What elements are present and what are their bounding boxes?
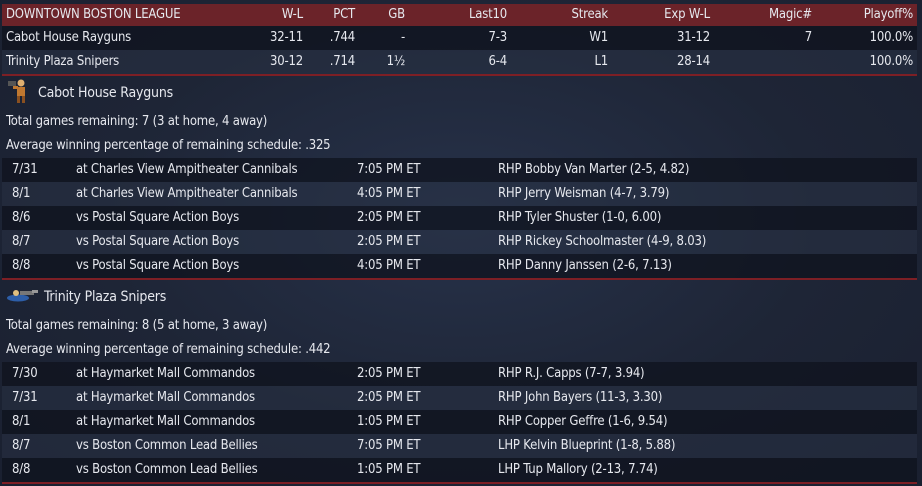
- col-pct[interactable]: PCT: [333, 7, 355, 22]
- avg-winning-pct: Average winning percentage of remaining …: [6, 138, 331, 153]
- col-playoff[interactable]: Playoff%: [863, 7, 913, 22]
- col-wl[interactable]: W-L: [281, 7, 303, 22]
- standings-playoff: 100.0%: [869, 30, 914, 45]
- game-date: 8/1: [12, 186, 31, 201]
- game-date: 7/31: [12, 162, 38, 177]
- team-name[interactable]: Trinity Plaza Snipers: [6, 54, 120, 69]
- game-date: 8/6: [12, 210, 31, 225]
- game-opponent[interactable]: at Charles View Ampitheater Cannibals: [76, 162, 298, 177]
- separator: [2, 278, 917, 280]
- league-title: DOWNTOWN BOSTON LEAGUE: [6, 7, 181, 22]
- game-time: 2:05 PM ET: [357, 390, 421, 405]
- game-date: 7/30: [12, 366, 38, 381]
- standings-expwl: 28-14: [677, 54, 710, 69]
- schedule-row[interactable]: 8/1 at Haymarket Mall Commandos 1:05 PM …: [2, 410, 917, 434]
- probable-pitcher[interactable]: RHP Copper Geffre (1-6, 9.54): [498, 414, 668, 429]
- game-time: 2:05 PM ET: [357, 366, 421, 381]
- standings-gb: 1½: [386, 54, 406, 69]
- col-expwl[interactable]: Exp W-L: [664, 7, 710, 22]
- team-section-header: Trinity Plaza Snipers: [6, 284, 166, 310]
- game-opponent[interactable]: vs Boston Common Lead Bellies: [76, 438, 258, 453]
- game-time: 4:05 PM ET: [357, 186, 421, 201]
- probable-pitcher[interactable]: RHP Rickey Schoolmaster (4-9, 8.03): [498, 234, 707, 249]
- schedule-row[interactable]: 8/7 vs Postal Square Action Boys 2:05 PM…: [2, 230, 917, 254]
- standings-row[interactable]: Trinity Plaza Snipers 30-12 .714 1½ 6-4 L1 28-…: [2, 50, 917, 74]
- col-magic[interactable]: Magic#: [769, 7, 812, 22]
- game-date: 8/8: [12, 462, 31, 477]
- standings-expwl: 31-12: [677, 30, 710, 45]
- col-streak[interactable]: Streak: [571, 7, 609, 22]
- game-opponent[interactable]: vs Postal Square Action Boys: [76, 258, 240, 273]
- game-opponent[interactable]: at Haymarket Mall Commandos: [76, 414, 255, 429]
- standings-magic: 7: [804, 30, 812, 45]
- standings-wl: 30-12: [270, 54, 303, 69]
- standings-streak: L1: [594, 54, 608, 69]
- standings-header: DOWNTOWN BOSTON LEAGUE W-L PCT GB Last10…: [2, 4, 917, 26]
- probable-pitcher[interactable]: RHP Danny Janssen (2-6, 7.13): [498, 258, 672, 273]
- game-opponent[interactable]: at Haymarket Mall Commandos: [76, 366, 255, 381]
- team-section-title: Cabot House Rayguns: [38, 85, 173, 101]
- schedule-row[interactable]: 8/6 vs Postal Square Action Boys 2:05 PM…: [2, 206, 917, 230]
- game-date: 8/8: [12, 258, 31, 273]
- schedule-row[interactable]: 8/8 vs Boston Common Lead Bellies 1:05 P…: [2, 458, 917, 482]
- standings-wl: 32-11: [270, 30, 303, 45]
- col-last10[interactable]: Last10: [468, 7, 507, 22]
- game-date: 8/7: [12, 234, 31, 249]
- game-time: 4:05 PM ET: [357, 258, 421, 273]
- standings-pct: .744: [329, 30, 355, 45]
- game-time: 1:05 PM ET: [357, 462, 421, 477]
- standings-pct: .714: [329, 54, 355, 69]
- game-date: 7/31: [12, 390, 38, 405]
- standings-last10: 7-3: [488, 30, 507, 45]
- game-opponent[interactable]: at Haymarket Mall Commandos: [76, 390, 255, 405]
- col-gb[interactable]: GB: [388, 7, 405, 22]
- schedule-row[interactable]: 8/7 vs Boston Common Lead Bellies 7:05 P…: [2, 434, 917, 458]
- games-remaining: Total games remaining: 7 (3 at home, 4 a…: [6, 114, 268, 129]
- game-date: 8/1: [12, 414, 31, 429]
- game-time: 2:05 PM ET: [357, 210, 421, 225]
- probable-pitcher[interactable]: RHP Jerry Weisman (4-7, 3.79): [498, 186, 670, 201]
- raygun-mascot-icon: [6, 78, 34, 108]
- game-time: 7:05 PM ET: [357, 438, 421, 453]
- separator: [2, 482, 917, 484]
- probable-pitcher[interactable]: LHP Tup Mallory (2-13, 7.74): [498, 462, 658, 477]
- team-section-title: Trinity Plaza Snipers: [44, 289, 167, 305]
- sniper-mascot-icon: [6, 287, 40, 307]
- game-time: 1:05 PM ET: [357, 414, 421, 429]
- game-time: 7:05 PM ET: [357, 162, 421, 177]
- standings-streak: W1: [589, 30, 608, 45]
- game-time: 2:05 PM ET: [357, 234, 421, 249]
- schedule-row[interactable]: 8/1 at Charles View Ampitheater Cannibal…: [2, 182, 917, 206]
- standings-last10: 6-4: [488, 54, 507, 69]
- probable-pitcher[interactable]: LHP Kelvin Blueprint (1-8, 5.88): [498, 438, 676, 453]
- probable-pitcher[interactable]: RHP R.J. Capps (7-7, 3.94): [498, 366, 645, 381]
- schedule-row[interactable]: 7/31 at Haymarket Mall Commandos 2:05 PM…: [2, 386, 917, 410]
- game-opponent[interactable]: vs Boston Common Lead Bellies: [76, 462, 258, 477]
- standings-playoff: 100.0%: [869, 54, 914, 69]
- probable-pitcher[interactable]: RHP Tyler Shuster (1-0, 6.00): [498, 210, 662, 225]
- schedule-row[interactable]: 7/31 at Charles View Ampitheater Canniba…: [2, 158, 917, 182]
- standings-row[interactable]: Cabot House Rayguns 32-11 .744 - 7-3 W1 31-12 7…: [2, 26, 917, 50]
- probable-pitcher[interactable]: RHP John Bayers (11-3, 3.30): [498, 390, 663, 405]
- schedule-row[interactable]: 7/30 at Haymarket Mall Commandos 2:05 PM…: [2, 362, 917, 386]
- team-name[interactable]: Cabot House Rayguns: [6, 30, 132, 45]
- schedule-row[interactable]: 8/8 vs Postal Square Action Boys 4:05 PM…: [2, 254, 917, 278]
- game-opponent[interactable]: at Charles View Ampitheater Cannibals: [76, 186, 298, 201]
- games-remaining: Total games remaining: 8 (5 at home, 3 a…: [6, 318, 268, 333]
- avg-winning-pct: Average winning percentage of remaining …: [6, 342, 331, 357]
- probable-pitcher[interactable]: RHP Bobby Van Marter (2-5, 4.82): [498, 162, 690, 177]
- standings-gb: -: [400, 30, 405, 45]
- game-opponent[interactable]: vs Postal Square Action Boys: [76, 210, 240, 225]
- game-opponent[interactable]: vs Postal Square Action Boys: [76, 234, 240, 249]
- separator: [2, 74, 917, 76]
- game-date: 8/7: [12, 438, 31, 453]
- team-section-header: Cabot House Rayguns: [6, 78, 173, 108]
